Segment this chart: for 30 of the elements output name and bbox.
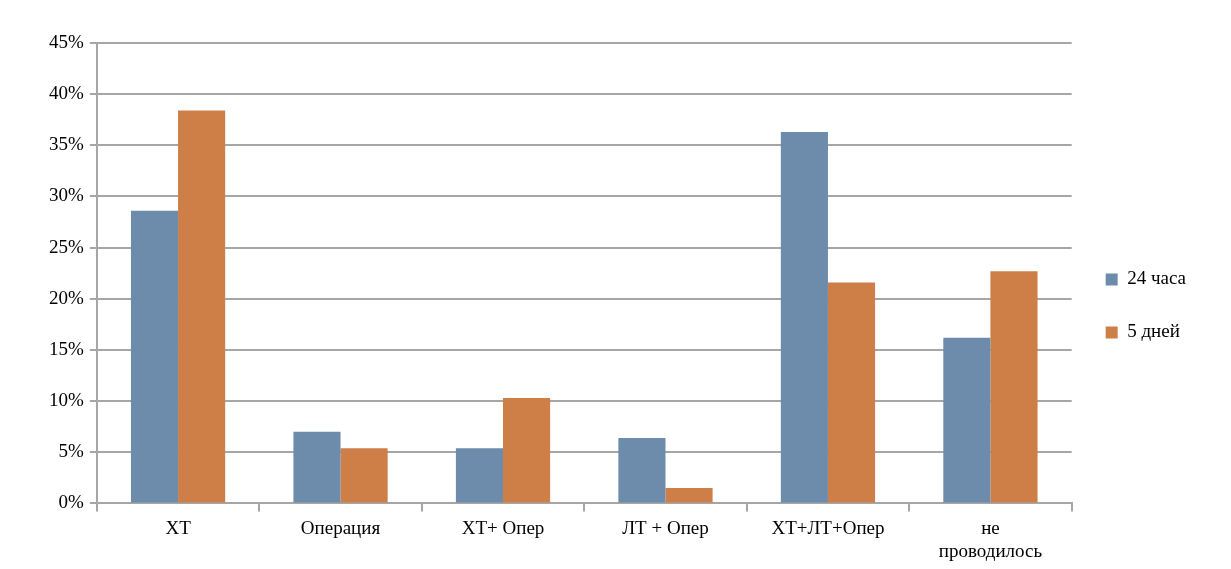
bar <box>503 398 551 503</box>
y-tick-label: 0% <box>58 491 84 513</box>
y-tick-label: 20% <box>49 286 84 308</box>
legend-label: 5 дней <box>1127 320 1180 342</box>
x-tick-label: ХТ+ Опер <box>461 516 545 538</box>
y-tick-label: 40% <box>49 82 84 104</box>
bar <box>130 210 179 503</box>
x-tick-label: ХТ+ЛТ+Опер <box>771 516 885 538</box>
bar <box>990 271 1038 503</box>
y-tick-label: 45% <box>49 30 84 52</box>
y-tick-label: 5% <box>58 440 84 462</box>
x-tick-label: ЛТ + Опер <box>622 516 709 538</box>
bar <box>618 437 666 503</box>
y-tick-label: 15% <box>49 337 84 359</box>
bar <box>178 110 226 503</box>
legend-label: 24 часа <box>1127 267 1187 289</box>
x-tick-label: Операция <box>300 516 381 538</box>
x-tick-label: не проводилось <box>938 516 1043 561</box>
bar <box>340 448 388 503</box>
y-tick-label: 35% <box>49 133 84 155</box>
bar <box>455 448 504 503</box>
bar <box>293 431 341 503</box>
bar <box>780 132 828 503</box>
bar <box>665 488 713 503</box>
x-tick-label: ХТ <box>165 516 192 538</box>
y-tick-label: 10% <box>49 389 84 411</box>
y-tick-label: 25% <box>49 235 84 257</box>
y-tick-label: 30% <box>49 184 84 206</box>
bar <box>827 282 876 503</box>
bar <box>943 337 991 503</box>
